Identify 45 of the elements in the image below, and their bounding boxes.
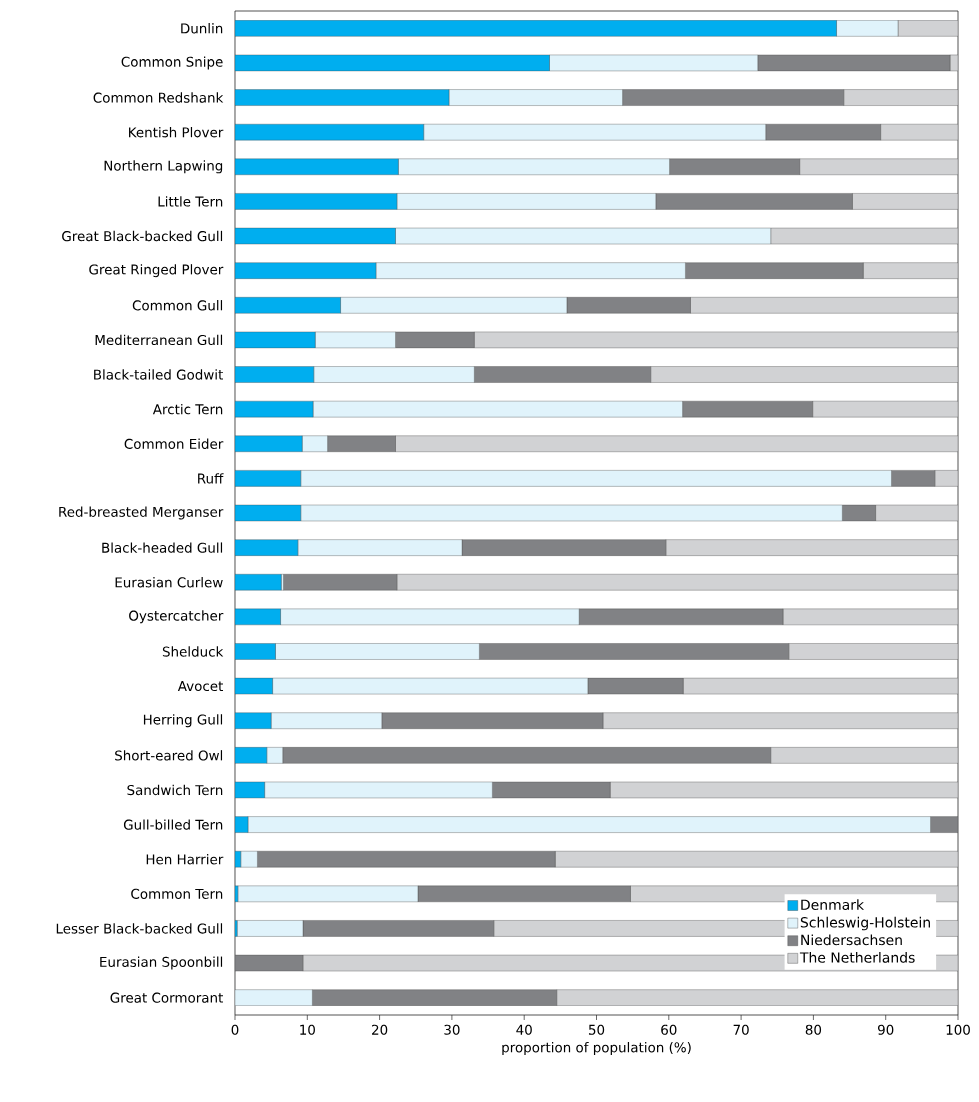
y-tick-label: Short-eared Owl bbox=[115, 750, 223, 761]
y-tick-label: Great Cormorant bbox=[110, 992, 224, 1003]
y-tick-label: Black-headed Gull bbox=[102, 542, 223, 553]
legend-label: Schleswig-Holstein bbox=[800, 916, 930, 931]
y-tick-label: Common Redshank bbox=[93, 92, 224, 103]
x-tick-label: 100 bbox=[946, 1024, 970, 1035]
y-tick-label: Herring Gull bbox=[143, 714, 223, 728]
x-axis-title: proportion of population (%) bbox=[502, 1042, 691, 1056]
y-tick-label: Sandwich Tern bbox=[127, 784, 223, 796]
y-tick-label: Ruff bbox=[198, 473, 224, 484]
legend-label: Niedersachsen bbox=[801, 934, 902, 946]
y-tick-label: Mediterranean Gull bbox=[95, 334, 223, 346]
y-tick-label: Common Tern bbox=[131, 888, 223, 899]
y-tick-label: Dunlin bbox=[181, 23, 223, 34]
y-tick-label: Great Ringed Plover bbox=[89, 264, 224, 278]
x-tick-label: 40 bbox=[516, 1024, 532, 1035]
legend-label: Denmark bbox=[801, 899, 865, 911]
x-tick-label: 90 bbox=[877, 1024, 894, 1035]
y-tick-label: Northern Lapwing bbox=[104, 160, 223, 174]
legend-label: The Netherlands bbox=[799, 952, 915, 963]
y-tick-label: Great Black-backed Gull bbox=[62, 230, 223, 242]
y-tick-label: Eurasian Spoonbill bbox=[100, 956, 223, 970]
y-tick-label: Little Tern bbox=[158, 196, 223, 207]
x-tick-label: 70 bbox=[733, 1024, 749, 1035]
y-tick-label: Common Snipe bbox=[121, 56, 223, 70]
y-tick-label: Red-breasted Merganser bbox=[59, 506, 224, 520]
y-tick-label: Eurasian Curlew bbox=[115, 577, 223, 588]
y-tick-label: Gull-billed Tern bbox=[123, 819, 223, 830]
y-tick-label: Common Eider bbox=[124, 438, 224, 449]
y-tick-label: Kentish Plover bbox=[129, 126, 224, 138]
y-tick-label: Shelduck bbox=[162, 646, 224, 657]
x-tick-label: 60 bbox=[661, 1024, 677, 1035]
x-tick-label: 20 bbox=[372, 1024, 388, 1035]
y-tick-label: Avocet bbox=[177, 681, 224, 692]
y-tick-label: Oystercatcher bbox=[129, 610, 224, 624]
x-tick-label: 0 bbox=[231, 1024, 239, 1035]
y-tick-label: Arctic Tern bbox=[152, 403, 223, 415]
y-tick-label: Common Gull bbox=[132, 300, 223, 311]
x-tick-label: 50 bbox=[588, 1024, 605, 1035]
y-tick-label: Lesser Black-backed Gull bbox=[56, 923, 223, 934]
y-tick-label: Hen Harrier bbox=[146, 854, 224, 865]
x-tick-label: 30 bbox=[444, 1024, 460, 1035]
x-tick-label: 10 bbox=[300, 1024, 315, 1035]
y-tick-label: Black-tailed Godwit bbox=[94, 369, 224, 380]
x-tick-label: 80 bbox=[805, 1024, 822, 1035]
